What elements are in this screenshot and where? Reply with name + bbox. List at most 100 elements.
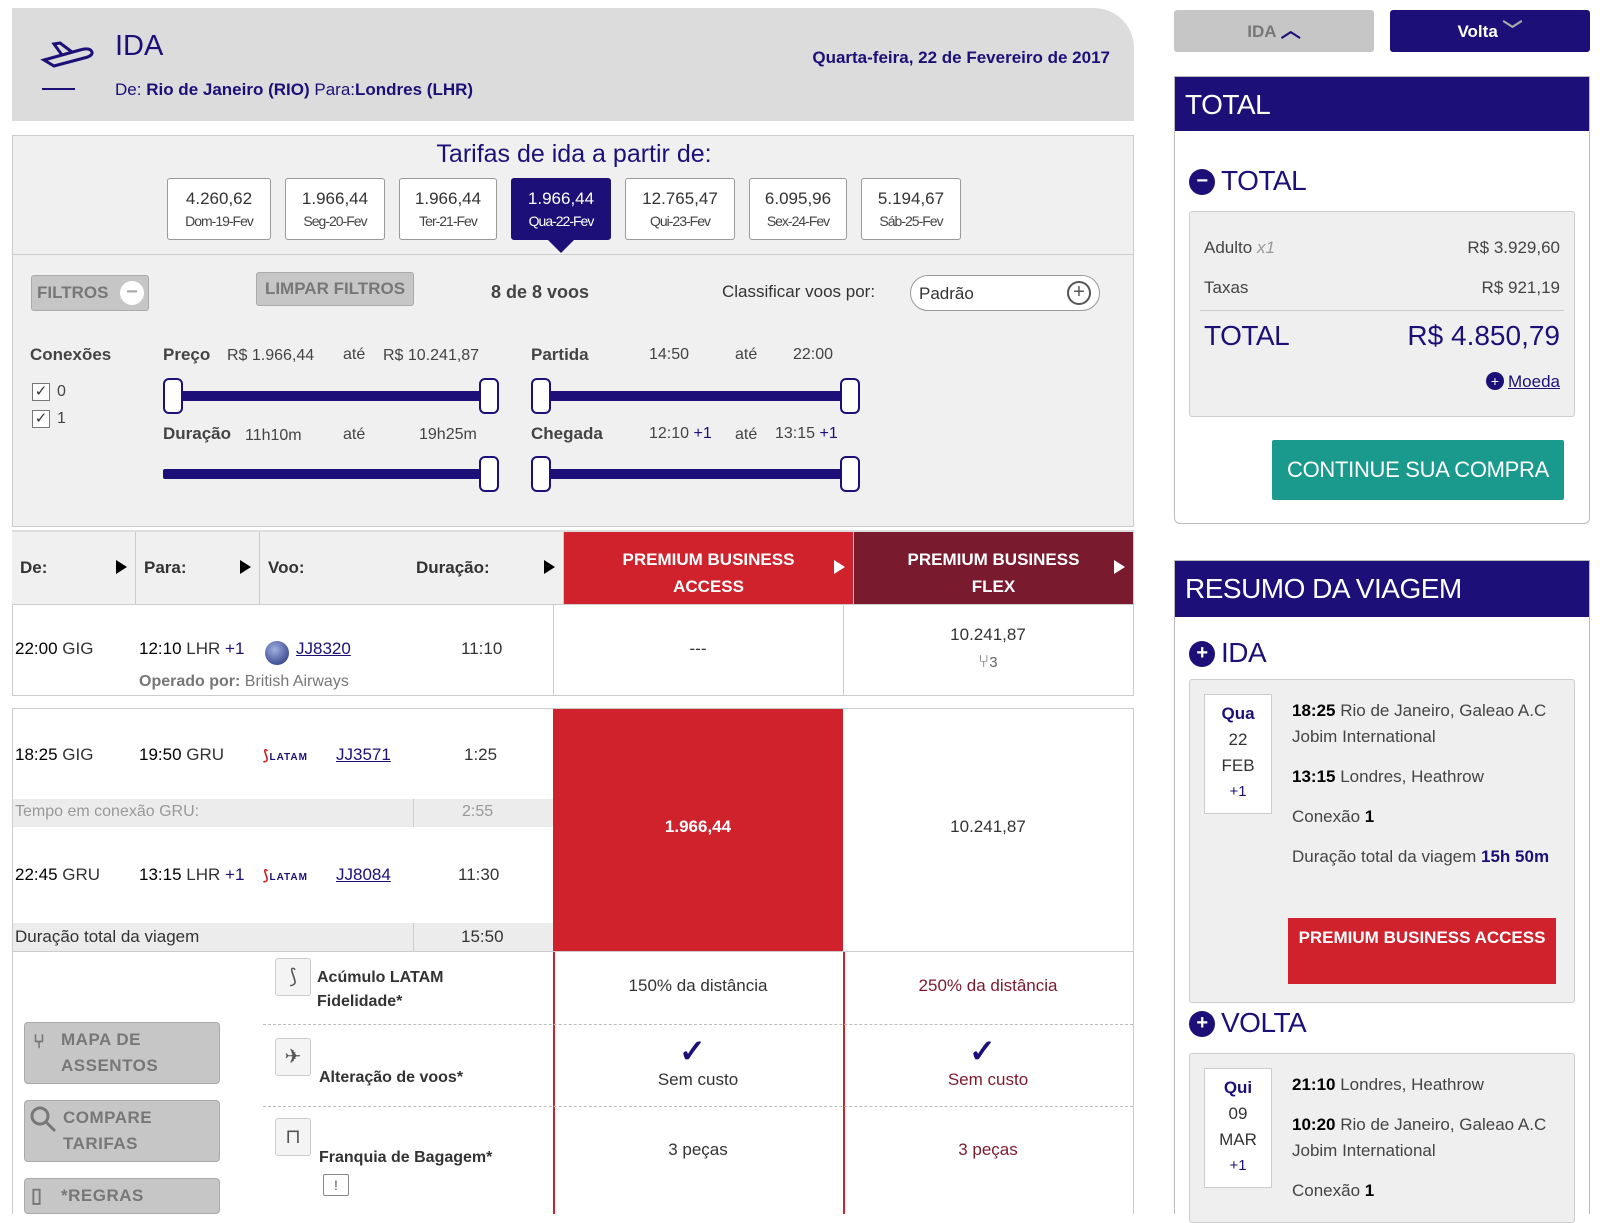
- expand-plus-icon: +: [1189, 641, 1215, 667]
- seats-left: ⑂3: [978, 651, 998, 671]
- plus-circle-icon: +: [1486, 372, 1505, 390]
- flight-number-link[interactable]: JJ8320: [296, 639, 351, 658]
- departure: 18:25 GIG: [15, 745, 94, 764]
- ida-toggle-button[interactable]: IDA ︿: [1174, 10, 1374, 52]
- partida-slider-min-handle[interactable]: [531, 378, 551, 414]
- regras-button[interactable]: ▯ *REGRAS: [24, 1178, 220, 1214]
- filtros-button[interactable]: FILTROS −: [31, 275, 149, 311]
- fares-panel: Tarifas de ida a partir de: 4.260,62 Dom-…: [12, 135, 1134, 527]
- trip-summary-panel: RESUMO DA VIAGEM + IDA Qua 22 FEB +1 18:2…: [1174, 560, 1590, 1223]
- flight-row[interactable]: 18:25 GIG 19:50 GRU ⟆LATAM JJ3571 1:25 T…: [12, 708, 1134, 952]
- benefit-access-value: 150% da distância: [628, 976, 768, 995]
- row-separator: [263, 1106, 1133, 1107]
- mapa-assentos-button[interactable]: ⑂ MAPA DE ASSENTOS: [24, 1022, 220, 1084]
- conexoes-label: Conexões: [30, 345, 112, 364]
- fare-day-5[interactable]: 6.095,96 Sex-24-Fev: [749, 178, 847, 240]
- duration: 11:30: [458, 865, 500, 884]
- route-text: De: Rio de Janeiro (RIO) Para:Londres (L…: [115, 80, 474, 99]
- sort-select[interactable]: Padrão +: [910, 275, 1100, 311]
- conexao-0-checkbox[interactable]: ✓: [32, 383, 50, 401]
- benefit-access-value: Sem custo: [657, 1070, 739, 1089]
- sort-de-header[interactable]: De:: [12, 532, 136, 606]
- fare-day-0[interactable]: 4.260,62 Dom-19-Fev: [167, 178, 271, 240]
- ida-conexao: Conexão 1: [1292, 807, 1375, 826]
- chegada-slider-max-handle[interactable]: [840, 456, 860, 492]
- chegada-max: 13:15 +1: [775, 425, 838, 442]
- seat-map-icon: ⑂: [33, 1031, 46, 1053]
- volta-arrival: 10:20 Rio de Janeiro, Galeao A.C Jobim I…: [1292, 1115, 1547, 1160]
- volta-toggle-button[interactable]: Volta ﹀: [1390, 10, 1590, 52]
- check-icon: ✓: [679, 1033, 706, 1069]
- fare-day-1[interactable]: 1.966,44 Seg-20-Fev: [285, 178, 385, 240]
- sort-para-header[interactable]: Para:: [136, 532, 260, 606]
- benefit-label: Alteração de voos*: [319, 1069, 464, 1086]
- volta-section-title[interactable]: + VOLTA: [1189, 1007, 1307, 1039]
- arrival: 19:50 GRU: [139, 745, 225, 764]
- partida-slider-max-handle[interactable]: [840, 378, 860, 414]
- fare-day-2[interactable]: 1.966,44 Ter-21-Fev: [399, 178, 497, 240]
- volta-summary: Qui 09 MAR +1 21:10 Londres, Heathrow 10…: [1189, 1053, 1575, 1223]
- ate-label: até: [343, 346, 366, 363]
- access-price-selected[interactable]: 1.966,44: [553, 709, 843, 951]
- flight-number-link[interactable]: JJ8084: [336, 865, 391, 884]
- ida-total-duration: Duração total da viagem 15h 50m: [1292, 847, 1550, 866]
- flight-header: IDA De: Rio de Janeiro (RIO) Para:Londre…: [12, 8, 1134, 121]
- collapse-minus-icon: −: [120, 281, 144, 305]
- sort-label: Classificar voos por:: [722, 282, 876, 301]
- conexao-1-checkbox[interactable]: ✓: [32, 410, 50, 428]
- moeda-link[interactable]: + Moeda: [1486, 372, 1560, 392]
- chegada-slider-track: [549, 469, 857, 479]
- fare-day-3-selected[interactable]: 1.966,44 Qua-22-Fev: [511, 178, 611, 253]
- volta-date-card: Qui 09 MAR +1: [1204, 1068, 1272, 1188]
- column-divider: [553, 605, 554, 695]
- chegada-label: Chegada: [531, 424, 603, 443]
- partida-slider-track: [549, 391, 857, 401]
- column-divider: [843, 952, 845, 1214]
- header-underline: [42, 88, 75, 90]
- preco-slider-min-handle[interactable]: [163, 378, 183, 414]
- benefits-panel: ⟆ Acúmulo LATAM Fidelidade* 150% da dist…: [12, 952, 1134, 1214]
- fare-day-6[interactable]: 5.194,67 Sáb-25-Fev: [861, 178, 961, 240]
- ate-label: até: [343, 426, 366, 443]
- divider: [1200, 310, 1564, 311]
- latam-logo-icon: ⟆LATAM: [263, 747, 308, 763]
- travel-date: Quarta-feira, 22 de Fevereiro de 2017: [812, 48, 1110, 67]
- flight-change-icon: ✈: [275, 1038, 311, 1076]
- compare-tarifas-button[interactable]: COMPARE TARIFAS: [24, 1100, 220, 1162]
- fare-day-4[interactable]: 12.765,47 Qui-23-Fev: [625, 178, 735, 240]
- flight-number-link[interactable]: JJ3571: [336, 745, 391, 764]
- total-section-title[interactable]: − TOTAL: [1189, 165, 1307, 197]
- page-title: IDA: [115, 30, 164, 62]
- volta-departure: 21:10 Londres, Heathrow: [1292, 1075, 1484, 1094]
- sort-arrow-icon: [240, 560, 251, 574]
- continue-purchase-button[interactable]: CONTINUE SUA COMPRA: [1272, 440, 1564, 500]
- ida-cabin-badge: PREMIUM BUSINESS ACCESS: [1288, 918, 1556, 984]
- partida-min: 14:50: [649, 346, 690, 363]
- ida-section-title[interactable]: + IDA: [1189, 637, 1267, 669]
- chegada-slider-min-handle[interactable]: [531, 456, 551, 492]
- cabin-access-header[interactable]: PREMIUM BUSINESS ACCESS: [564, 532, 854, 606]
- baggage-icon: ⊓: [275, 1118, 311, 1156]
- sort-arrow-icon: [116, 560, 127, 574]
- flight-row[interactable]: 22:00 GIG 12:10 LHR +1 JJ8320 11:10 Oper…: [12, 604, 1134, 696]
- benefit-flex-value: Sem custo: [947, 1070, 1029, 1089]
- chevron-up-icon: ︿: [1280, 20, 1301, 42]
- cabin-flex-header[interactable]: PREMIUM BUSINESS FLEX: [854, 532, 1134, 606]
- sort-duracao-header[interactable]: Duração:: [408, 532, 564, 606]
- duracao-slider-max-handle[interactable]: [479, 456, 499, 492]
- sort-arrow-icon: [544, 560, 555, 574]
- check-icon: ✓: [969, 1033, 996, 1069]
- ate-label: até: [735, 346, 758, 363]
- preco-max: R$ 10.241,87: [383, 347, 480, 364]
- column-divider: [843, 605, 844, 695]
- limpar-filtros-button[interactable]: LIMPAR FILTROS: [256, 272, 414, 306]
- adulto-value: R$ 3.929,60: [1467, 238, 1560, 257]
- info-tooltip-icon[interactable]: !: [323, 1174, 349, 1196]
- departure: 22:45 GRU: [15, 865, 101, 884]
- preco-slider-max-handle[interactable]: [479, 378, 499, 414]
- flex-price[interactable]: 10.241,87: [950, 625, 1026, 644]
- flex-price[interactable]: 10.241,87: [950, 817, 1026, 836]
- duration: 1:25: [464, 745, 498, 764]
- benefit-label: Acúmulo LATAM Fidelidade*: [317, 969, 444, 1010]
- results-table-header: De: Para: Voo: Duração: PREMIUM BUSINESS…: [12, 530, 1134, 606]
